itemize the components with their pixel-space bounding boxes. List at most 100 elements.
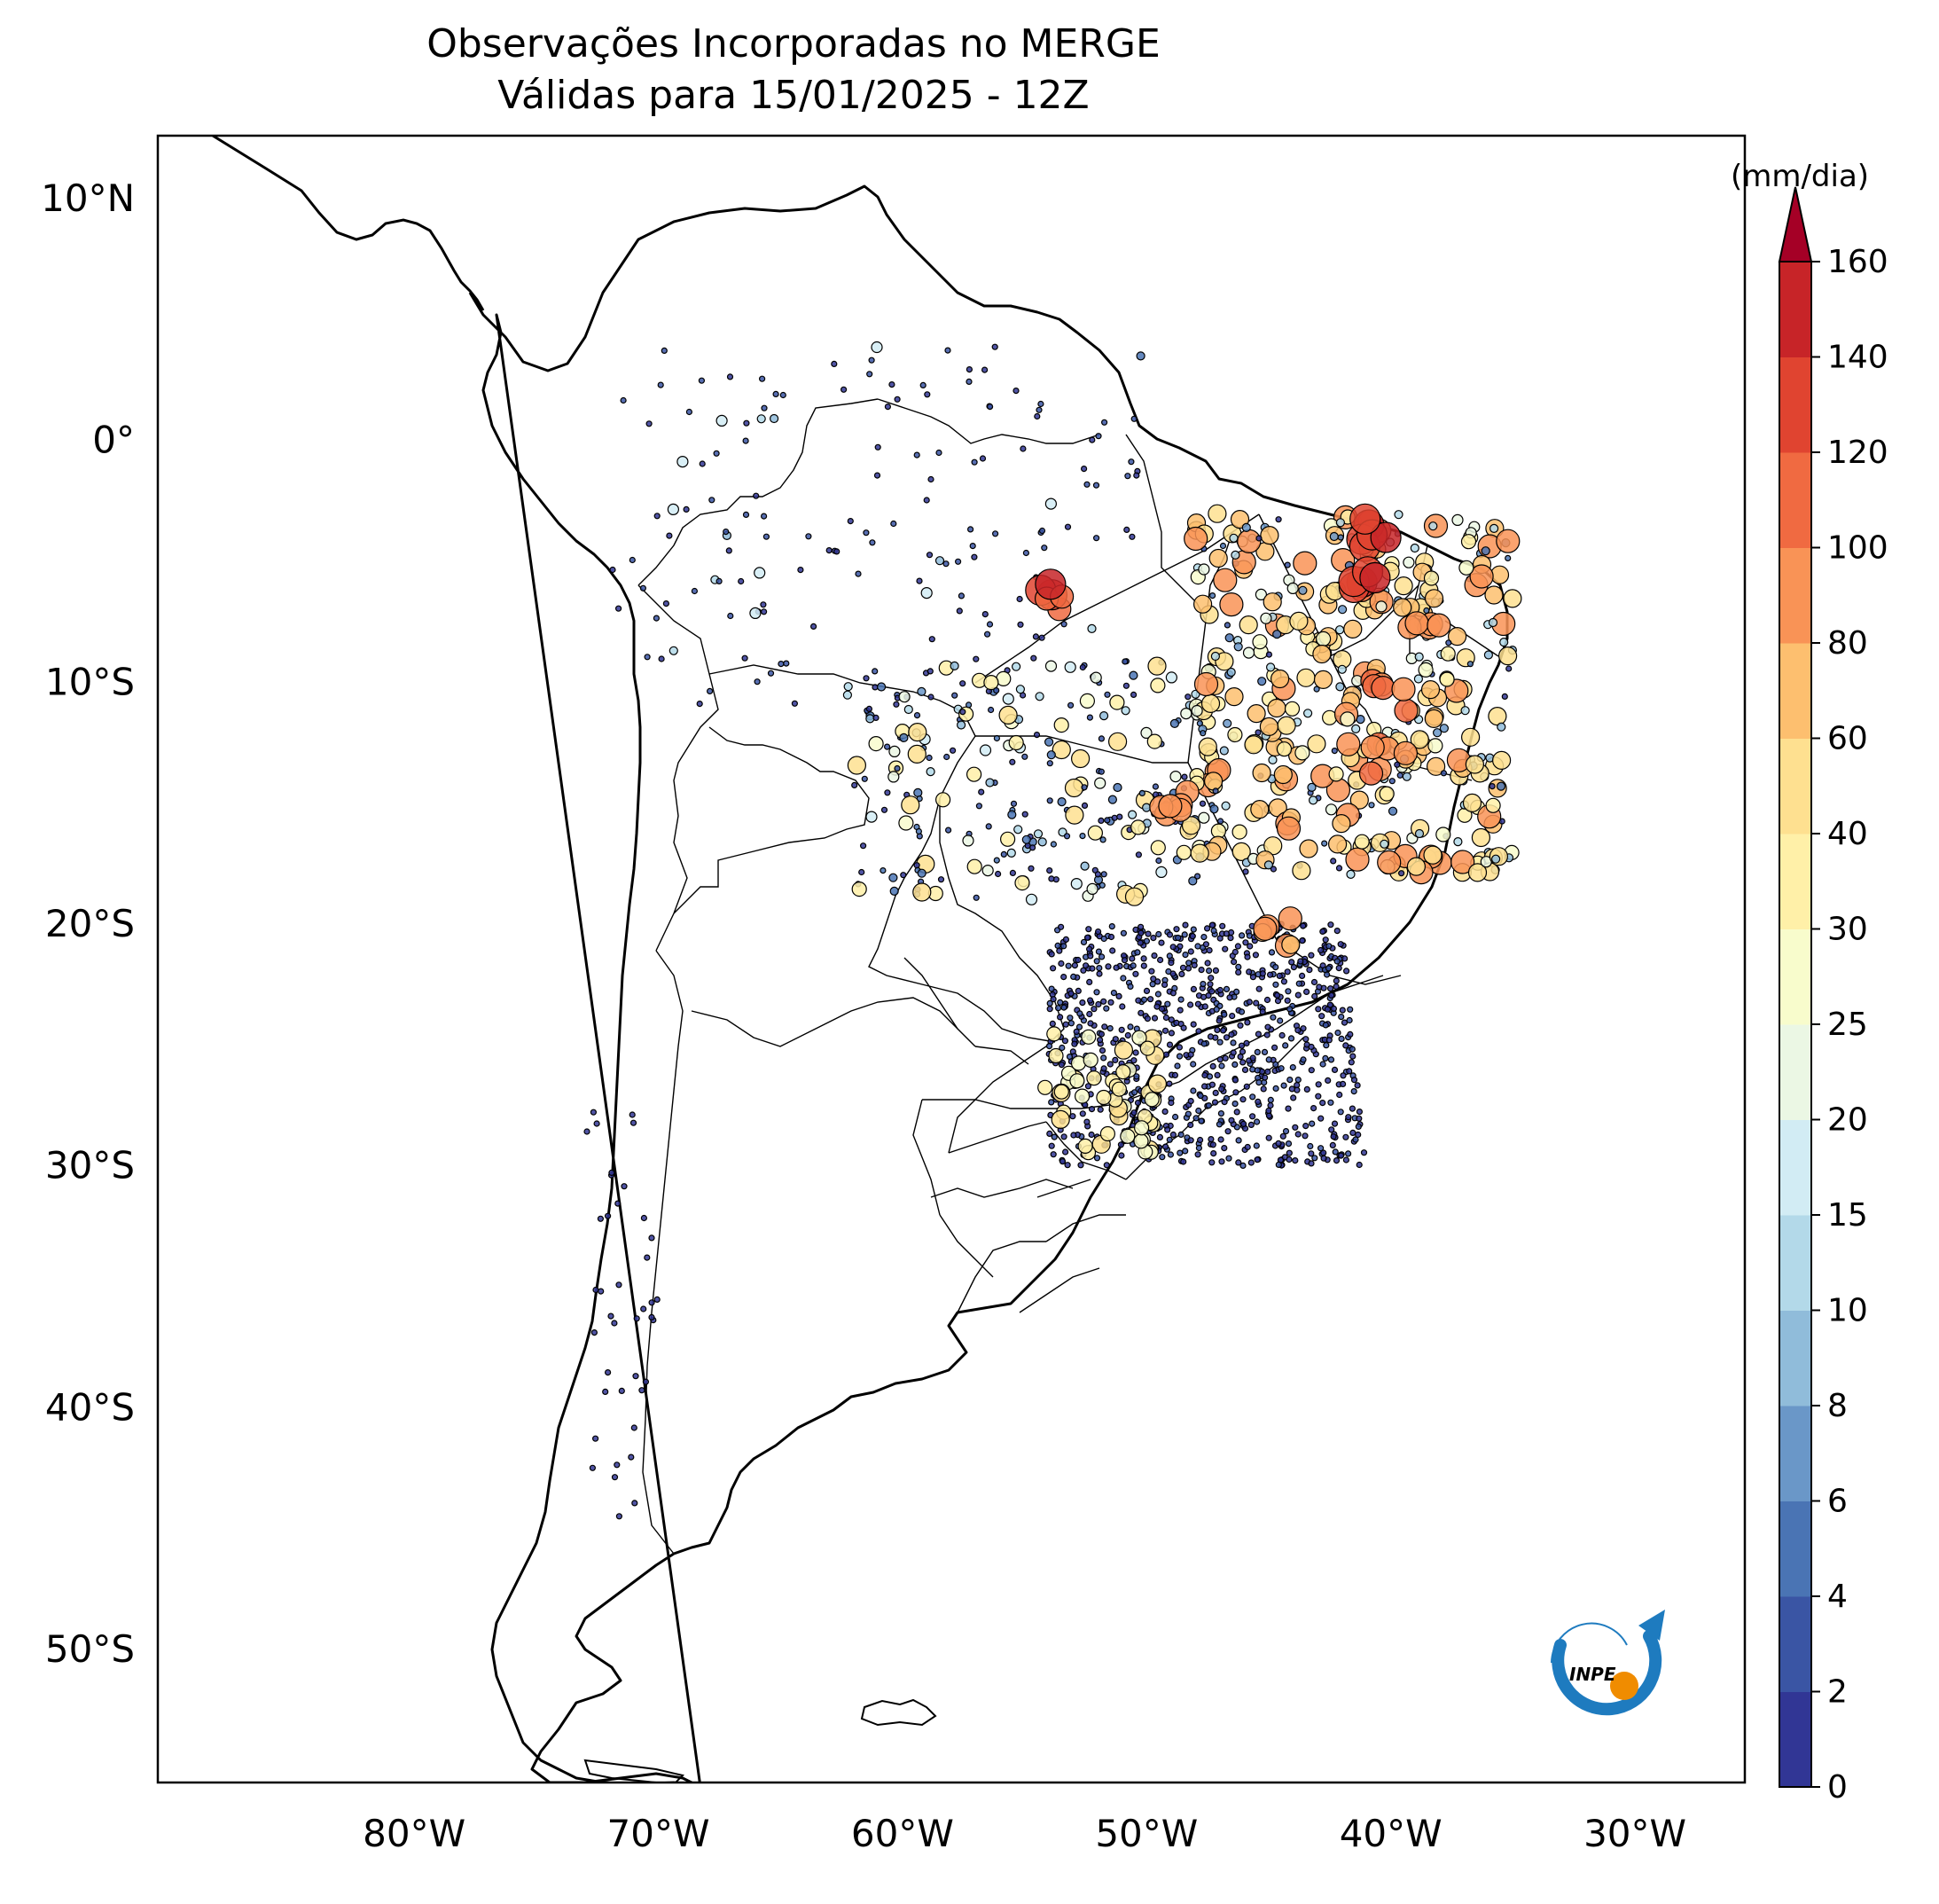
station-marker: [1223, 1034, 1231, 1041]
station-marker: [1096, 970, 1103, 977]
station-marker: [1462, 793, 1482, 813]
station-marker: [873, 472, 881, 479]
station-marker: [1190, 1021, 1197, 1028]
station-marker: [1252, 634, 1268, 650]
station-marker: [1285, 1105, 1292, 1112]
station-marker: [653, 513, 661, 520]
lon-tick-label: 80°W: [363, 1812, 465, 1855]
station-marker: [1212, 967, 1220, 975]
station-marker: [1273, 991, 1281, 999]
station-marker: [1191, 704, 1203, 717]
station-marker: [1098, 735, 1106, 742]
station-marker: [1217, 1136, 1224, 1143]
station-marker: [1342, 1042, 1349, 1049]
colorbar-segment: [1779, 452, 1811, 548]
station-marker: [1092, 535, 1100, 542]
station-marker: [1122, 658, 1129, 665]
station-marker: [1247, 1121, 1255, 1129]
station-marker: [597, 1215, 605, 1222]
station-marker: [1268, 755, 1278, 765]
station-marker: [1379, 786, 1395, 802]
station-marker: [1210, 651, 1221, 662]
station-marker: [1106, 1024, 1114, 1032]
station-marker: [1447, 626, 1467, 646]
station-marker: [1380, 839, 1389, 849]
station-marker: [691, 587, 699, 595]
station-marker: [1328, 1126, 1335, 1133]
station-marker: [1120, 1128, 1136, 1144]
station-marker: [1130, 1109, 1138, 1117]
station-marker: [1187, 1121, 1194, 1129]
station-marker: [1207, 1033, 1215, 1040]
station-marker: [1290, 1094, 1297, 1101]
station-marker: [883, 743, 891, 750]
station-marker: [954, 558, 962, 565]
station-marker: [1248, 1113, 1256, 1120]
station-marker: [1471, 827, 1491, 848]
station-marker: [628, 1453, 635, 1461]
station-marker: [1189, 933, 1196, 940]
station-marker: [1115, 1064, 1131, 1080]
station-marker: [908, 722, 927, 742]
station-marker: [1277, 1017, 1284, 1024]
station-marker: [1014, 874, 1030, 891]
station-marker: [1287, 1035, 1295, 1042]
station-marker: [1177, 1131, 1185, 1139]
station-marker: [1263, 996, 1271, 1004]
station-marker: [1224, 1128, 1231, 1135]
colorbar-segment: [1779, 928, 1811, 1025]
station-marker: [1219, 542, 1227, 550]
station-marker: [1255, 1030, 1263, 1038]
station-marker: [723, 528, 730, 536]
station-marker: [979, 744, 992, 756]
station-marker: [1307, 734, 1326, 754]
station-marker: [1134, 949, 1141, 956]
station-marker: [1424, 589, 1444, 608]
station-marker: [1403, 556, 1415, 568]
station-marker: [1249, 1054, 1256, 1062]
station-marker: [1488, 617, 1498, 628]
south-america-outline: [468, 184, 1509, 1783]
station-marker: [1311, 992, 1318, 1000]
station-marker: [1263, 860, 1274, 870]
station-marker: [1048, 875, 1055, 882]
station-marker: [1057, 796, 1067, 807]
station-marker: [1053, 717, 1069, 733]
station-marker: [1231, 1100, 1239, 1108]
station-marker: [1221, 1011, 1228, 1018]
colorbar-tick-label: 0: [1827, 1769, 1848, 1806]
station-marker: [1297, 958, 1304, 965]
station-marker: [614, 1200, 622, 1207]
station-marker: [942, 560, 950, 568]
station-marker: [872, 714, 880, 722]
station-marker: [1002, 693, 1014, 705]
station-marker: [1238, 1008, 1246, 1015]
station-marker: [1200, 980, 1207, 988]
station-marker: [880, 806, 888, 813]
station-marker: [1224, 633, 1234, 643]
station-marker: [1081, 802, 1089, 810]
station-marker: [1484, 585, 1504, 605]
station-marker: [644, 1254, 651, 1261]
station-marker: [1131, 1030, 1147, 1046]
station-marker: [1037, 1079, 1053, 1095]
station-marker: [640, 1214, 648, 1222]
station-marker: [662, 599, 670, 607]
station-marker: [1271, 1044, 1278, 1051]
station-marker: [1503, 589, 1522, 608]
station-marker: [1217, 1109, 1225, 1117]
station-marker: [1161, 1027, 1169, 1034]
station-marker: [1190, 843, 1209, 863]
station-marker: [1060, 973, 1067, 981]
station-marker: [1098, 953, 1106, 960]
station-marker: [743, 419, 750, 427]
station-marker: [1081, 784, 1088, 791]
station-marker: [1428, 521, 1438, 531]
station-marker: [1265, 662, 1276, 672]
station-marker: [1137, 939, 1144, 946]
station-marker: [1264, 1023, 1271, 1030]
station-marker: [1293, 551, 1317, 576]
station-marker: [1166, 931, 1174, 938]
station-marker: [1208, 1081, 1216, 1088]
